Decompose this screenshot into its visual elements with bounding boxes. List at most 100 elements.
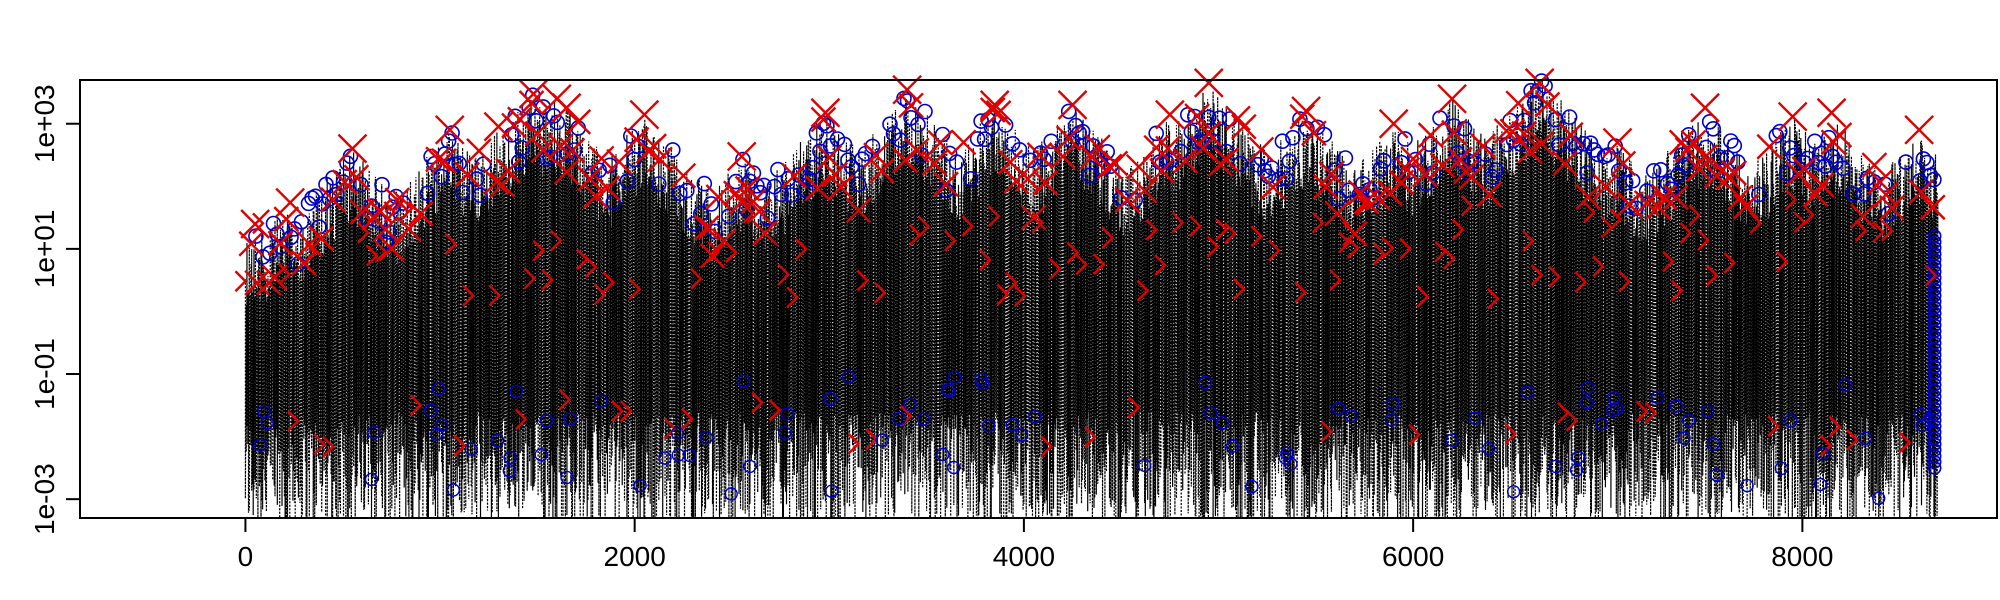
cross-marker [1767,415,1780,437]
circle-marker [948,154,965,170]
circle-marker [1162,152,1179,169]
circle-marker [534,448,548,462]
cross-marker [987,205,1001,228]
circle-marker [528,113,545,129]
circle-marker [1782,140,1799,156]
cross-marker [1499,118,1526,145]
cross-marker [689,267,703,290]
circle-marker [875,433,889,447]
circle-marker [678,182,695,199]
cross-marker [1849,203,1876,230]
cross-marker [1476,181,1502,208]
circle-marker [472,187,488,203]
cross-marker [524,120,551,147]
circle-marker [1681,413,1696,428]
circle-marker [1858,431,1873,446]
cross-marker [559,137,586,164]
cross-marker [1399,237,1412,260]
circle-marker [433,168,450,185]
cross-marker [1904,114,1934,145]
cross-marker [1775,250,1789,273]
circle-marker [549,114,566,131]
cross-marker [1172,148,1199,174]
circle-marker [819,118,835,134]
cross-marker [1388,169,1415,196]
circle-marker [1445,433,1459,447]
cross-marker [1668,129,1695,156]
cross-marker [804,175,831,202]
cross-marker [1565,409,1579,432]
cross-marker [1268,239,1281,262]
cross-marker [514,408,528,431]
cross-marker [1057,90,1088,120]
cross-marker [742,202,756,224]
circle-marker [1751,186,1767,203]
cross-marker [1408,423,1421,446]
cross-marker [1447,146,1473,173]
cross-marker [1429,152,1456,179]
cross-marker [1756,133,1783,160]
circle-marker [1561,109,1578,125]
cross-marker [506,106,533,133]
circle-marker [1921,413,1936,427]
y-axis: 1e-03 1e-01 1e+01 1e+03 [29,84,80,535]
cross-marker [1049,258,1062,280]
cross-marker [1808,172,1835,198]
circle-marker [560,470,574,485]
cross-marker [577,165,603,192]
circle-marker [780,407,794,421]
circle-marker [1520,385,1535,399]
y-tick-label: 1e+03 [29,84,60,163]
cross-marker [1417,122,1444,148]
circle-marker [1099,144,1115,160]
circle-marker [1081,167,1098,184]
cross-marker [453,434,467,457]
cross-marker [1662,250,1675,273]
circle-marker [1014,428,1029,442]
cross-marker [278,263,291,286]
circle-marker [982,419,996,433]
circle-marker [1526,95,1543,111]
cross-marker [273,206,300,232]
cross-marker [1355,194,1369,217]
circle-marker [842,370,856,384]
cross-marker [1127,396,1141,419]
circle-marker [419,185,436,202]
cross-marker [1014,166,1041,192]
cross-marker [698,217,712,239]
circle-marker [1215,416,1230,430]
cross-marker [1189,215,1202,237]
cross-marker [1005,271,1018,294]
circle-marker [910,116,926,133]
cross-marker [1155,99,1185,130]
circle-marker [917,103,933,120]
cross-marker [565,108,592,135]
circle-marker [1871,491,1886,505]
cross-marker [320,186,346,213]
circle-marker [1880,205,1897,222]
circle-marker [491,433,505,448]
circle-marker [1579,165,1595,181]
cross-marker [518,79,549,109]
cross-marker [816,144,843,171]
circle-marker [1774,461,1789,476]
cross-marker [267,230,294,257]
cross-marker [1145,219,1158,241]
circle-marker [1203,406,1218,420]
circle-marker [594,394,608,408]
cross-marker [551,92,582,123]
cross-marker [1663,184,1689,211]
cross-marker [1411,161,1438,188]
circle-marker [913,147,930,163]
cross-marker [1003,168,1029,195]
cross-marker [337,133,368,164]
circle-marker [434,418,449,432]
circle-marker [997,117,1014,133]
circle-marker [784,187,800,203]
circle-marker [1706,437,1721,451]
cross-marker [261,264,288,291]
circle-marker [892,411,906,426]
circle-marker [1580,381,1595,395]
cross-marker [1437,83,1467,114]
cross-marker [1861,152,1888,178]
